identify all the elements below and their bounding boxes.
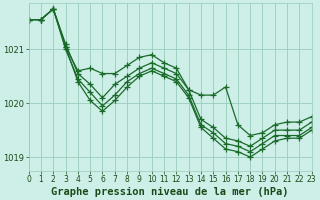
X-axis label: Graphe pression niveau de la mer (hPa): Graphe pression niveau de la mer (hPa)	[52, 186, 289, 197]
